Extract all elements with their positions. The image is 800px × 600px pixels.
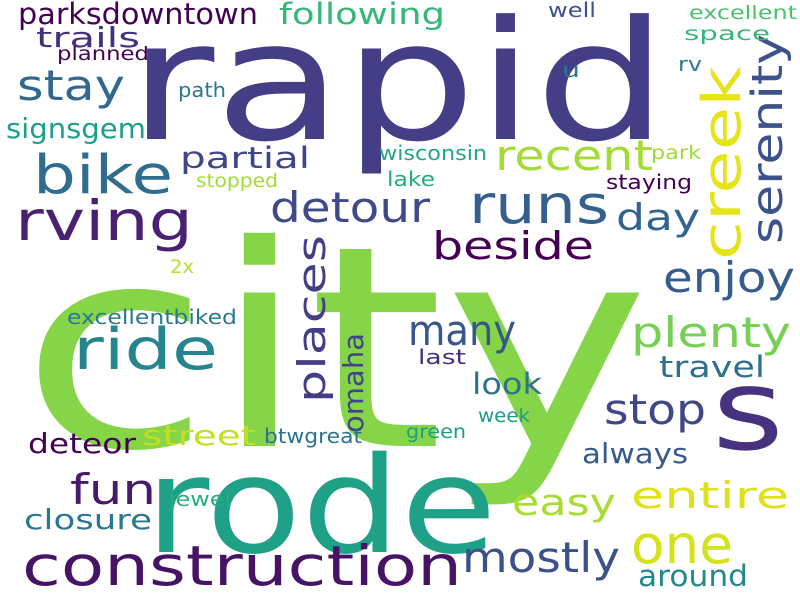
word-partial: partial bbox=[180, 141, 311, 175]
word-entire: entire bbox=[631, 474, 790, 517]
word-week: week bbox=[478, 406, 531, 427]
word-space: space bbox=[684, 24, 771, 45]
word-look: look bbox=[472, 367, 543, 401]
word-stopped: stopped bbox=[196, 171, 278, 192]
word-excellent: excellent bbox=[689, 3, 797, 24]
word-trails: trails bbox=[36, 21, 141, 54]
word-last: last bbox=[418, 345, 466, 369]
word-many: many bbox=[408, 307, 517, 355]
word-deteor: deteor bbox=[28, 427, 136, 460]
word-construction: construction bbox=[22, 535, 462, 599]
word-places: places bbox=[290, 235, 335, 403]
word-around: around bbox=[638, 559, 749, 593]
word-path: path bbox=[178, 78, 226, 102]
word-wisconsin: wisconsin bbox=[379, 141, 488, 165]
word-street: street bbox=[142, 419, 257, 452]
word-parksdowntown: parksdowntown bbox=[18, 0, 258, 31]
word-day: day bbox=[616, 196, 701, 239]
word-jewel: jewel bbox=[169, 487, 232, 511]
word-rapid: rapid bbox=[128, 0, 668, 179]
word-closure: closure bbox=[24, 503, 153, 536]
word-signsgem: signsgem bbox=[6, 112, 146, 145]
word-u: u bbox=[562, 58, 581, 82]
word-rv: rv bbox=[678, 52, 703, 76]
word-planned: planned bbox=[57, 44, 149, 65]
word-well: well bbox=[548, 0, 597, 22]
word-s: s bbox=[712, 346, 784, 476]
word-creek: creek bbox=[690, 65, 753, 260]
word-green: green bbox=[406, 422, 467, 443]
word-enjoy: enjoy bbox=[663, 254, 796, 302]
word-rving: rving bbox=[15, 190, 193, 254]
word-fun: fun bbox=[70, 466, 157, 514]
word-stay: stay bbox=[17, 62, 125, 110]
word-following: following bbox=[279, 0, 445, 31]
word-city: city bbox=[20, 187, 650, 513]
word-lake: lake bbox=[387, 167, 436, 191]
word-2x: 2x bbox=[170, 257, 195, 278]
word-omaha: omaha bbox=[337, 332, 370, 433]
word-staying: staying bbox=[606, 170, 693, 194]
word-serenity: serenity bbox=[743, 33, 792, 245]
word-btwgreat: btwgreat bbox=[264, 424, 363, 448]
word-detour: detour bbox=[270, 184, 431, 232]
word-always: always bbox=[582, 437, 689, 470]
word-mostly: mostly bbox=[462, 534, 620, 582]
word-beside: beside bbox=[432, 224, 594, 269]
word-park: park bbox=[651, 143, 702, 164]
word-runs: runs bbox=[469, 173, 610, 236]
word-easy: easy bbox=[512, 481, 616, 524]
word-rode: rode bbox=[145, 429, 497, 584]
word-travel: travel bbox=[659, 350, 765, 384]
word-one: one bbox=[631, 513, 733, 576]
word-stop: stop bbox=[604, 386, 706, 434]
word-excellentbiked: excellentbiked bbox=[67, 305, 237, 329]
word-recent: recent bbox=[495, 132, 654, 180]
word-plenty: plenty bbox=[631, 309, 792, 357]
word-bike: bike bbox=[33, 143, 174, 206]
word-ride: ride bbox=[73, 317, 218, 383]
